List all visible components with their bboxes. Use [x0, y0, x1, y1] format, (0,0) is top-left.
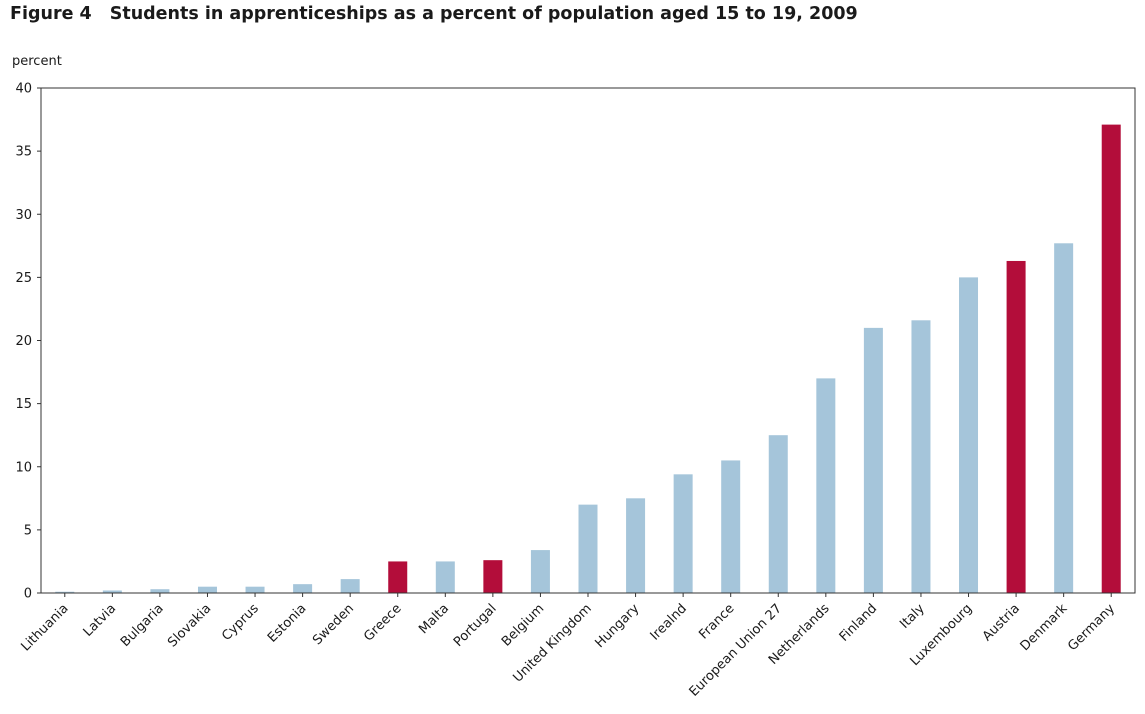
y-tick-label: 20 — [15, 334, 32, 349]
x-category-label: Italy — [897, 601, 928, 632]
bar-germany — [1101, 124, 1121, 594]
bar-belgium — [530, 550, 550, 593]
x-category-label: Belgium — [499, 601, 547, 649]
bar-latvia — [102, 590, 122, 593]
bar-bulgaria — [150, 589, 170, 593]
y-tick-label: 10 — [15, 460, 32, 475]
x-category-label: Finland — [837, 601, 880, 644]
x-category-label: Bulgaria — [118, 601, 167, 650]
x-category-label: Estonia — [265, 601, 309, 645]
x-category-label: Irealnd — [648, 601, 690, 643]
bar-denmark — [1054, 243, 1074, 594]
y-tick-label: 35 — [15, 145, 32, 160]
bar-austria — [1006, 260, 1026, 593]
x-category-label: Greece — [361, 601, 404, 644]
bar-slovakia — [197, 586, 217, 593]
x-category-label: Cyprus — [219, 601, 262, 644]
x-category-label: Latvia — [81, 601, 120, 640]
bar-finland — [863, 327, 883, 594]
chart-title: Figure 4 Students in apprenticeships as a… — [10, 4, 858, 24]
bar-hungary — [626, 498, 646, 593]
y-tick-label: 15 — [15, 397, 32, 412]
bars-group — [55, 124, 1121, 594]
bar-luxembourg — [959, 277, 979, 594]
figure-number: Figure 4 — [10, 4, 92, 24]
x-category-label: Lithuania — [18, 601, 71, 654]
x-category-label: Slovakia — [165, 601, 214, 650]
bar-cyprus — [245, 586, 265, 593]
bar-france — [721, 460, 741, 593]
bar-portugal — [483, 560, 503, 593]
y-tick-label: 40 — [15, 82, 32, 97]
x-category-label: Austria — [980, 601, 1023, 644]
bar-italy — [911, 320, 931, 593]
bar-malta — [435, 561, 455, 593]
bar-european-union-27 — [768, 435, 788, 593]
bar-united-kingdom — [578, 504, 598, 594]
y-tick-label: 5 — [24, 523, 32, 538]
bar-netherlands — [816, 378, 836, 594]
x-category-label: Sweden — [310, 601, 357, 648]
y-tick-label: 0 — [24, 587, 32, 602]
x-category-label: Portugal — [451, 601, 500, 650]
x-category-label: European Union 27 — [687, 601, 785, 699]
x-category-label: Denmark — [1018, 601, 1071, 654]
y-axis-label: percent — [12, 54, 62, 69]
x-category-label: France — [696, 601, 737, 642]
bar-irealnd — [673, 474, 693, 593]
bar-estonia — [293, 584, 313, 593]
bar-greece — [388, 561, 408, 593]
y-tick-label: 30 — [15, 208, 32, 223]
y-ticks-group: 0 5 10 15 20 25 30 35 40 — [15, 82, 41, 602]
x-category-label: Hungary — [593, 601, 643, 651]
y-tick-label: 25 — [15, 271, 32, 286]
bar-lithuania — [55, 591, 75, 593]
bar-sweden — [340, 579, 360, 593]
x-category-label: Germany — [1065, 601, 1118, 654]
x-category-label: Malta — [416, 601, 452, 637]
figure-title-text: Students in apprenticeships as a percent… — [109, 4, 858, 24]
